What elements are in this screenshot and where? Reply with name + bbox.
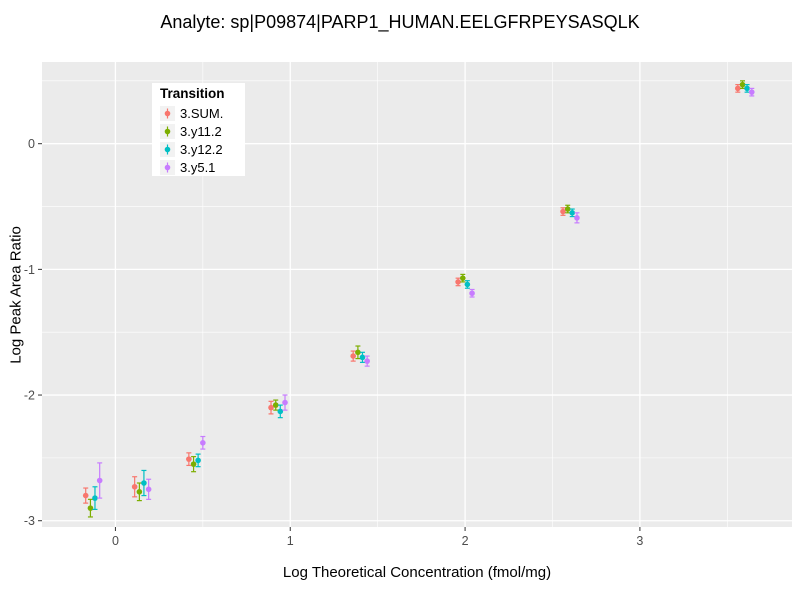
data-point [200, 439, 206, 446]
data-point [464, 281, 471, 288]
chart-title: Analyte: sp|P09874|PARP1_HUMAN.EELGFRPEY… [160, 12, 640, 32]
data-point [359, 354, 366, 361]
legend-glyph-point [164, 146, 171, 153]
data-point [92, 495, 98, 501]
data-point [282, 399, 288, 406]
y-tick-label: -1 [24, 263, 35, 277]
y-tick-label: 0 [28, 137, 35, 151]
x-axis-label: Log Theoretical Concentration (fmol/mg) [282, 564, 552, 581]
legend-item-label: 3.SUM. [180, 106, 223, 121]
legend-title: Transition [160, 86, 225, 101]
data-point [735, 85, 741, 92]
data-point [145, 486, 152, 493]
y-tick-label: -2 [24, 389, 35, 403]
data-point [350, 353, 356, 359]
x-tick-label: 3 [636, 534, 643, 548]
data-point [744, 85, 750, 92]
data-point [748, 89, 755, 95]
data-point [190, 461, 197, 467]
data-point [569, 210, 576, 216]
legend-glyph-point [164, 110, 171, 117]
data-point [560, 208, 566, 215]
data-point [141, 480, 147, 486]
data-point [195, 457, 201, 464]
data-point [82, 492, 89, 499]
data-point [355, 349, 361, 356]
data-point [131, 483, 138, 490]
data-point [268, 404, 274, 411]
data-point [96, 477, 103, 484]
data-point [87, 505, 94, 511]
data-point [272, 402, 279, 408]
data-point [136, 489, 143, 495]
data-point [739, 81, 746, 88]
x-tick-label: 0 [112, 534, 119, 548]
legend-item-label: 3.y5.1 [180, 160, 215, 175]
data-point [364, 358, 370, 364]
legend-item-label: 3.y11.2 [180, 124, 222, 139]
data-point [564, 206, 571, 212]
y-tick-label: -3 [24, 514, 35, 528]
legend-glyph-point [164, 128, 171, 135]
x-tick-label: 2 [462, 534, 469, 548]
data-point [469, 290, 475, 297]
data-point [277, 408, 284, 415]
data-point [455, 279, 461, 285]
legend-glyph-point [164, 164, 171, 171]
data-point [186, 456, 192, 462]
data-point [574, 215, 580, 221]
legend-item-label: 3.y12.2 [180, 142, 223, 157]
data-point [460, 275, 466, 281]
x-tick-label: 1 [287, 534, 294, 548]
